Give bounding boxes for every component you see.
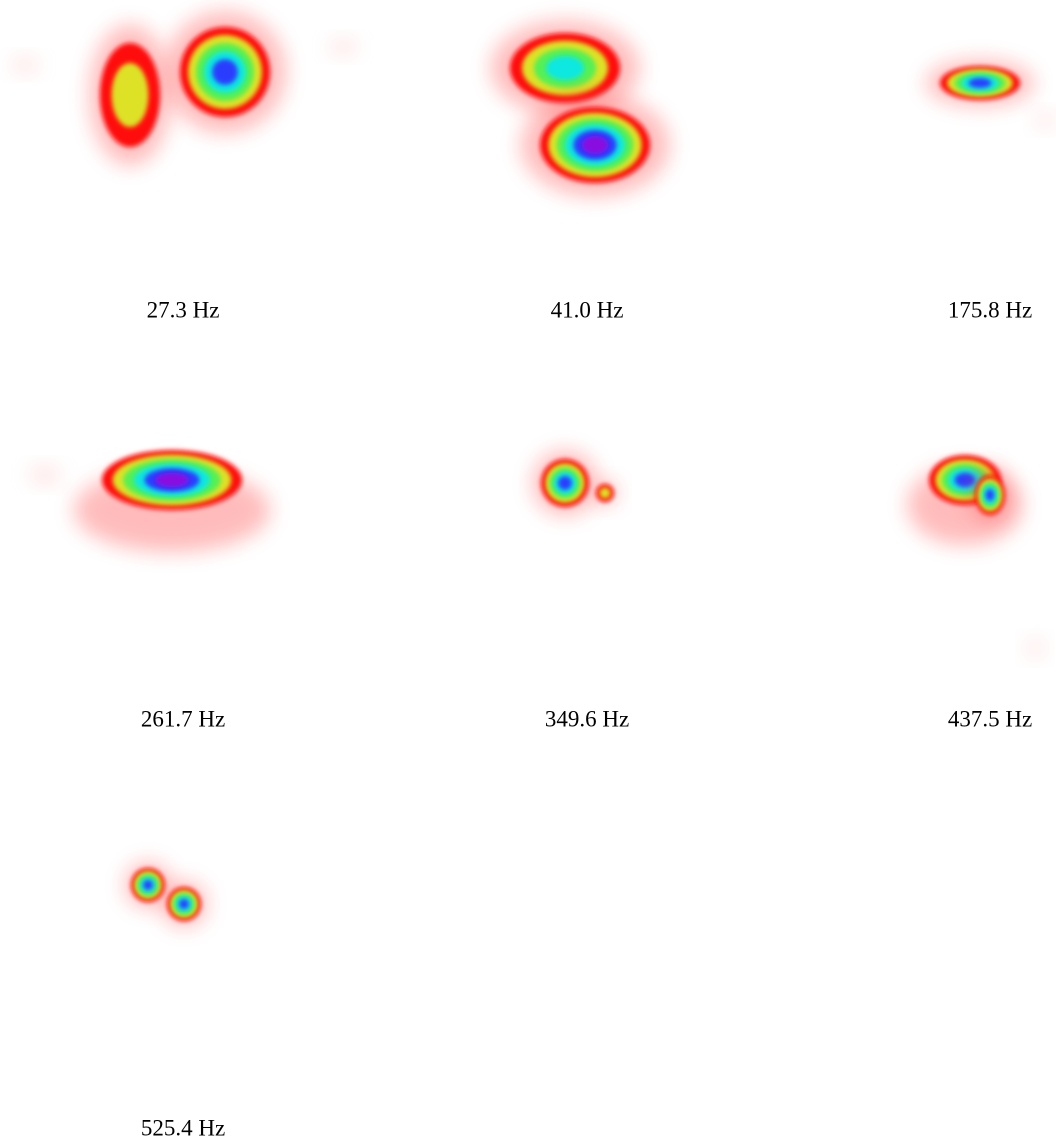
heat-blob (926, 60, 1034, 106)
heat-blob (592, 480, 618, 506)
heat-level (111, 63, 149, 127)
heat-blob (520, 93, 670, 197)
heat-level (179, 899, 189, 909)
panel-caption: 261.7 Hz (141, 706, 225, 731)
heat-faint (1035, 112, 1055, 128)
heat-blob (89, 24, 171, 166)
heat-blob (164, 11, 286, 133)
heat-blob (74, 450, 270, 552)
heat-level (581, 135, 609, 155)
heat-blob (490, 20, 640, 116)
heat-level (155, 472, 189, 488)
panel-caption: 349.6 Hz (545, 706, 629, 731)
heat-level (599, 487, 611, 499)
heat-level (558, 476, 572, 490)
panel-caption: 175.8 Hz (948, 297, 1032, 322)
panel-caption: 27.3 Hz (147, 297, 220, 322)
captions: 27.3 Hz 41.0 Hz 175.8 Hz 261.7 Hz 349.6 Hz 43… (141, 297, 1032, 1140)
heat-level (212, 59, 238, 85)
heat-faint (329, 39, 357, 55)
heatmaps (11, 11, 1055, 927)
panel-caption: 41.0 Hz (551, 297, 624, 322)
heat-faint (1026, 639, 1044, 657)
heat-level (954, 472, 976, 488)
heat-faint (11, 57, 39, 73)
panel-caption: 525.4 Hz (141, 1115, 225, 1140)
heat-faint (29, 466, 61, 484)
panel-caption: 437.5 Hz (948, 706, 1032, 731)
heat-blob (125, 862, 171, 908)
heat-level (985, 489, 995, 501)
heat-blob (969, 468, 1011, 522)
heat-blob (161, 881, 207, 927)
heat-level (968, 78, 992, 88)
heat-level (143, 880, 153, 890)
heat-blob (532, 450, 598, 516)
heat-level (545, 55, 585, 81)
